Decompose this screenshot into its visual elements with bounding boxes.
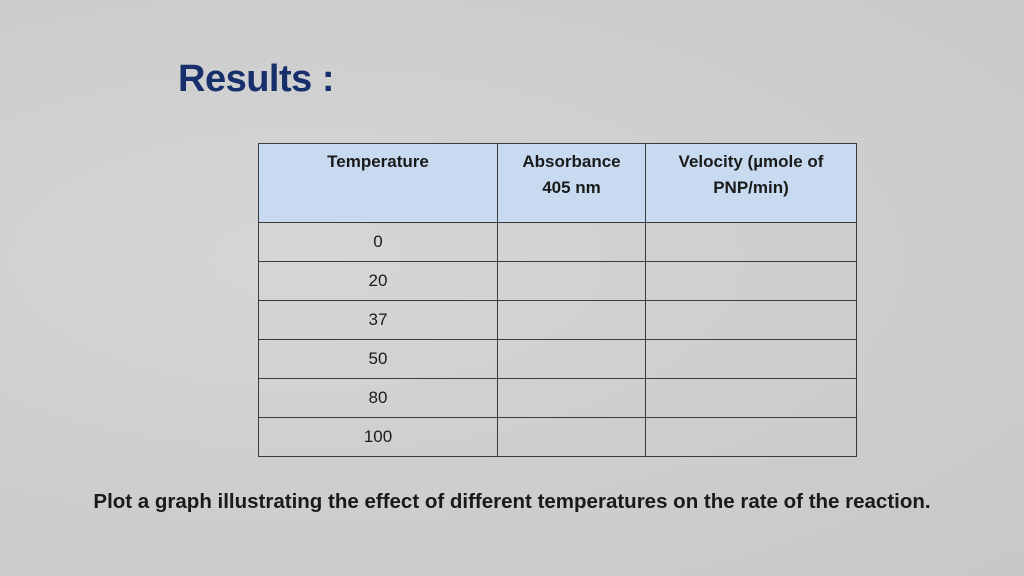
velocity-cell <box>645 222 857 262</box>
instruction-text: Plot a graph illustrating the effect of … <box>93 490 931 513</box>
table-row: 37 <box>258 300 857 340</box>
absorbance-cell <box>497 378 646 418</box>
temperature-cell: 20 <box>258 261 498 301</box>
header-absorbance-line2: 405 nm <box>542 178 601 197</box>
temperature-cell: 50 <box>258 339 498 379</box>
absorbance-cell <box>497 261 646 301</box>
header-temperature-label: Temperature <box>327 152 429 171</box>
header-absorbance: Absorbance 405 nm <box>497 143 646 223</box>
velocity-cell <box>645 339 857 379</box>
header-absorbance-line1: Absorbance <box>522 152 621 171</box>
table-row: 80 <box>258 378 857 418</box>
header-velocity-line2: PNP/min) <box>713 178 789 197</box>
absorbance-cell <box>497 339 646 379</box>
header-velocity-line1: Velocity (µmole of <box>678 152 824 171</box>
velocity-cell <box>645 378 857 418</box>
table-row: 20 <box>258 261 857 301</box>
temperature-cell: 80 <box>258 378 498 418</box>
results-table: Temperature Absorbance 405 nm Velocity (… <box>258 143 857 457</box>
temperature-cell: 100 <box>258 417 498 457</box>
velocity-cell <box>645 417 857 457</box>
velocity-cell <box>645 300 857 340</box>
header-velocity: Velocity (µmole of PNP/min) <box>645 143 857 223</box>
velocity-cell <box>645 261 857 301</box>
table-row: 50 <box>258 339 857 379</box>
absorbance-cell <box>497 222 646 262</box>
absorbance-cell <box>497 300 646 340</box>
table-header-row: Temperature Absorbance 405 nm Velocity (… <box>258 143 857 223</box>
temperature-cell: 37 <box>258 300 498 340</box>
table-row: 0 <box>258 222 857 262</box>
header-temperature: Temperature <box>258 143 498 223</box>
slide-title: Results : <box>178 58 334 100</box>
temperature-cell: 0 <box>258 222 498 262</box>
absorbance-cell <box>497 417 646 457</box>
table-row: 100 <box>258 417 857 457</box>
